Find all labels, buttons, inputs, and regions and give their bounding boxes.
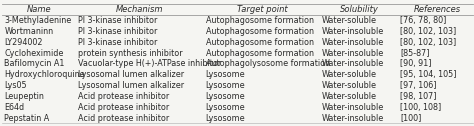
Text: Acid protease inhibitor: Acid protease inhibitor <box>78 114 169 123</box>
Text: Lys05: Lys05 <box>4 81 27 90</box>
Text: [98, 107]: [98, 107] <box>400 92 437 101</box>
Text: PI 3-kinase inhibitor: PI 3-kinase inhibitor <box>78 27 157 36</box>
Text: [80, 102, 103]: [80, 102, 103] <box>400 27 456 36</box>
Text: PI 3-kinase inhibitor: PI 3-kinase inhibitor <box>78 38 157 47</box>
Text: Lysosome: Lysosome <box>206 70 246 79</box>
Text: Autophagosome formation: Autophagosome formation <box>206 49 314 58</box>
Text: [80, 102, 103]: [80, 102, 103] <box>400 38 456 47</box>
Text: Lysosome: Lysosome <box>206 103 246 112</box>
Text: LY294002: LY294002 <box>4 38 43 47</box>
Text: Lysosome: Lysosome <box>206 92 246 101</box>
Text: Vacuolar-type H(+)-ATPase inhibitor: Vacuolar-type H(+)-ATPase inhibitor <box>78 59 221 68</box>
Text: Water-soluble: Water-soluble <box>322 70 377 79</box>
Text: Acid protease inhibitor: Acid protease inhibitor <box>78 103 169 112</box>
Text: protein synthesis inhibitor: protein synthesis inhibitor <box>78 49 182 58</box>
Text: PI 3-kinase inhibitor: PI 3-kinase inhibitor <box>78 16 157 25</box>
Text: Lysosomal lumen alkalizer: Lysosomal lumen alkalizer <box>78 70 184 79</box>
Text: Water-soluble: Water-soluble <box>322 92 377 101</box>
Text: Water-insoluble: Water-insoluble <box>322 27 384 36</box>
Text: [95, 104, 105]: [95, 104, 105] <box>400 70 456 79</box>
Text: Water-insoluble: Water-insoluble <box>322 49 384 58</box>
Text: Target point: Target point <box>237 5 287 14</box>
Text: Autophagolysosome formation: Autophagolysosome formation <box>206 59 330 68</box>
Text: [97, 106]: [97, 106] <box>400 81 437 90</box>
Text: 3-Methyladenine: 3-Methyladenine <box>4 16 72 25</box>
Text: Acid protease inhibitor: Acid protease inhibitor <box>78 92 169 101</box>
Text: Lysosome: Lysosome <box>206 81 246 90</box>
Text: Lysosome: Lysosome <box>206 114 246 123</box>
Text: Lysosomal lumen alkalizer: Lysosomal lumen alkalizer <box>78 81 184 90</box>
Text: Name: Name <box>27 5 51 14</box>
Text: Pepstatin A: Pepstatin A <box>4 114 49 123</box>
Text: Leupeptin: Leupeptin <box>4 92 44 101</box>
Text: Solubility: Solubility <box>339 5 379 14</box>
Text: [90, 91]: [90, 91] <box>400 59 431 68</box>
Text: [76, 78, 80]: [76, 78, 80] <box>400 16 447 25</box>
Text: Wortmaninn: Wortmaninn <box>4 27 54 36</box>
Text: [85-87]: [85-87] <box>400 49 429 58</box>
Text: Water-insoluble: Water-insoluble <box>322 59 384 68</box>
Text: Autophagosome formation: Autophagosome formation <box>206 27 314 36</box>
Text: Water-insoluble: Water-insoluble <box>322 38 384 47</box>
Text: Cycloheximide: Cycloheximide <box>4 49 64 58</box>
Text: E64d: E64d <box>4 103 24 112</box>
Text: Water-insoluble: Water-insoluble <box>322 114 384 123</box>
Text: Water-soluble: Water-soluble <box>322 81 377 90</box>
Text: Water-soluble: Water-soluble <box>322 16 377 25</box>
Text: Mechanism: Mechanism <box>116 5 164 14</box>
Text: [100]: [100] <box>400 114 421 123</box>
Text: References: References <box>414 5 461 14</box>
Text: Bafilomycin A1: Bafilomycin A1 <box>4 59 64 68</box>
Text: Autophagosome formation: Autophagosome formation <box>206 38 314 47</box>
Text: [100, 108]: [100, 108] <box>400 103 441 112</box>
Text: Hydroxychloroquine: Hydroxychloroquine <box>4 70 85 79</box>
Text: Autophagosome formation: Autophagosome formation <box>206 16 314 25</box>
Text: Water-insoluble: Water-insoluble <box>322 103 384 112</box>
